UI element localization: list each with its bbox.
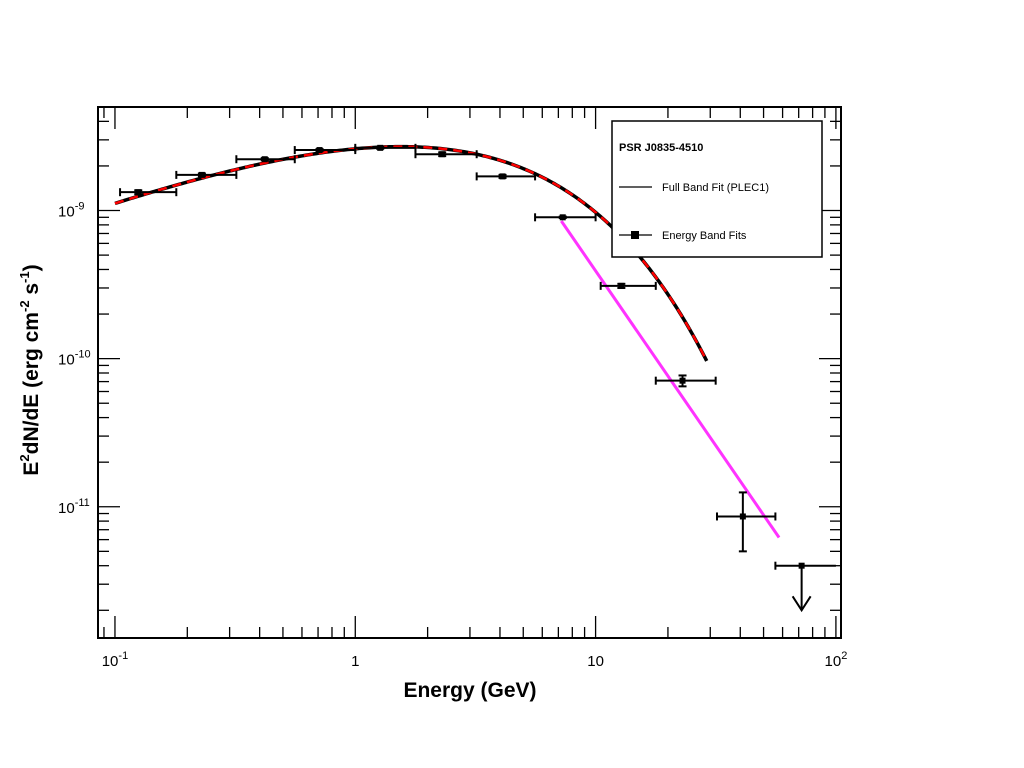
y-tick-labels: 10-11 10-10 10-9 [58, 201, 91, 517]
powerlaw-fit-line [560, 220, 781, 539]
x-tick-label: 10 [587, 653, 604, 670]
data-point [559, 214, 566, 221]
y-tick-label: 10-9 [58, 201, 84, 221]
x-tick-labels: 10-1 1 10 102 [102, 650, 848, 670]
data-point [198, 171, 205, 178]
data-point [679, 377, 686, 384]
data-point [618, 282, 625, 289]
data-point [135, 189, 142, 196]
plec1-fit-dashed [114, 145, 708, 362]
y-tick-label: 10-11 [58, 497, 90, 517]
x-tick-label: 1 [351, 653, 359, 670]
upper-limit-arrow-head [791, 595, 812, 613]
legend-marker-swatch [631, 231, 639, 239]
data-point [739, 513, 746, 520]
x-tick-label: 10-1 [102, 650, 128, 670]
legend-entry-full-band: Full Band Fit (PLEC1) [662, 182, 769, 194]
data-point [377, 144, 384, 151]
x-tick-label: 102 [825, 650, 848, 670]
upper-limit-point [798, 562, 805, 569]
legend-box [611, 120, 823, 258]
y-tick-label: 10-10 [58, 349, 91, 369]
y-axis-title: E2dN/dE (erg cm-2 s-1) [17, 264, 43, 475]
data-point [439, 151, 446, 158]
data-point [261, 156, 268, 163]
x-axis-title: Energy (GeV) [403, 679, 536, 702]
legend-title: PSR J0835-4510 [619, 142, 703, 154]
data-points [119, 143, 836, 613]
data-point [316, 147, 323, 154]
legend: PSR J0835-4510 Full Band Fit (PLEC1) Ene… [611, 120, 823, 258]
legend-entry-energy-bands: Energy Band Fits [662, 230, 747, 242]
data-point [499, 173, 506, 180]
axis-ticks [98, 106, 841, 638]
